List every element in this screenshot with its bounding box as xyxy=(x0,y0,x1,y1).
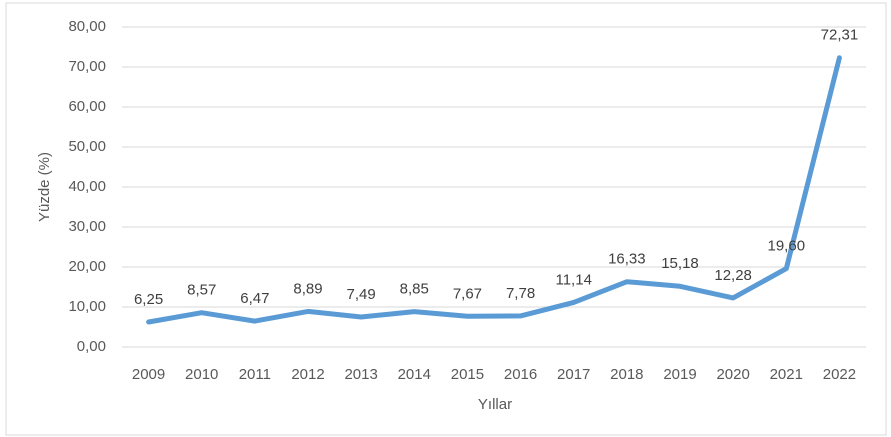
data-label: 6,25 xyxy=(134,291,163,308)
data-label: 8,89 xyxy=(293,280,322,297)
data-label: 8,57 xyxy=(187,282,216,299)
y-tick-label: 70,00 xyxy=(68,58,106,75)
chart-border xyxy=(5,2,887,436)
data-label: 12,28 xyxy=(714,267,752,284)
data-label: 7,78 xyxy=(506,285,535,302)
y-tick-label: 20,00 xyxy=(68,258,106,275)
x-axis-label: Yıllar xyxy=(478,396,512,413)
y-tick-label: 0,00 xyxy=(77,338,106,355)
x-tick-label: 2013 xyxy=(344,366,377,383)
data-label: 6,47 xyxy=(240,290,269,307)
data-label: 16,33 xyxy=(608,251,646,268)
y-tick-label: 60,00 xyxy=(68,98,106,115)
x-tick-label: 2015 xyxy=(451,366,484,383)
x-tick-label: 2014 xyxy=(398,366,431,383)
y-tick-label: 50,00 xyxy=(68,138,106,155)
y-tick-label: 80,00 xyxy=(68,18,106,35)
x-tick-label: 2017 xyxy=(557,366,590,383)
y-tick-label: 10,00 xyxy=(68,298,106,315)
data-label: 15,18 xyxy=(661,255,699,272)
x-tick-label: 2012 xyxy=(291,366,324,383)
x-tick-label: 2022 xyxy=(823,366,856,383)
y-tick-label: 40,00 xyxy=(68,178,106,195)
x-tick-label: 2009 xyxy=(132,366,165,383)
data-label: 7,49 xyxy=(347,286,376,303)
x-tick-label: 2019 xyxy=(663,366,696,383)
data-label: 72,31 xyxy=(821,27,859,44)
data-label: 8,85 xyxy=(400,281,429,298)
x-tick-label: 2020 xyxy=(716,366,749,383)
x-tick-label: 2011 xyxy=(239,366,271,383)
x-tick-label: 2016 xyxy=(504,366,537,383)
data-label: 11,14 xyxy=(555,271,591,288)
x-tick-label: 2010 xyxy=(185,366,218,383)
x-tick-label: 2018 xyxy=(610,366,643,383)
y-tick-label: 30,00 xyxy=(68,218,106,235)
y-axis-label: Yüzde (%) xyxy=(36,152,53,222)
data-label: 7,67 xyxy=(453,285,482,302)
data-label: 19,60 xyxy=(768,238,806,255)
data-line xyxy=(146,55,842,325)
x-tick-label: 2021 xyxy=(770,366,803,383)
